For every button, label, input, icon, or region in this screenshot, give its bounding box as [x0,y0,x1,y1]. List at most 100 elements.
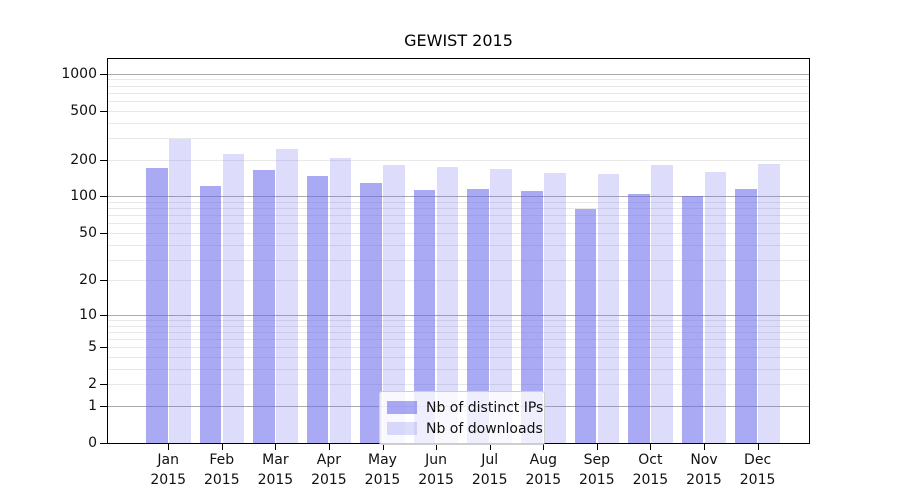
x-tick-sublabel-mar: 2015 [257,472,294,488]
x-tick-sublabel-nov: 2015 [686,472,722,488]
x-tick-sublabel-apr: 2015 [311,472,347,488]
bar-downloads-sep [597,173,620,443]
y-tick-label-200: 200 [70,151,97,168]
bar-downloads-jul [490,168,512,443]
y-tick-label-0: 0 [88,435,97,451]
y-tick-50 [100,232,107,234]
x-tick-sublabel-dec: 2015 [739,472,776,488]
bar-downloads-jan [169,138,191,443]
bar-downloads-feb [222,153,244,443]
gridline-minor-30 [108,259,809,261]
x-tick-label-apr: Apr 2015 [299,450,359,490]
bar-distinct-ips-mar [253,169,275,443]
gridline-minor-6 [108,339,809,340]
x-tick-apr [328,443,330,450]
bar-downloads-mar [276,149,298,443]
gridline-minor-900 [108,79,809,81]
bar-distinct-ips-jan [146,168,168,443]
legend-label-distinct-ips: Nb of distinct IPs [426,399,544,416]
x-tick-dec [757,443,759,450]
y-tick-2 [100,384,107,386]
y-tick-label-5: 5 [88,339,97,356]
legend-item-distinct-ips: Nb of distinct IPs [387,397,543,418]
y-tick-500 [100,110,107,112]
x-tick-aug [543,443,545,450]
gridline-major-1000 [108,73,809,75]
bar-distinct-ips-aug [521,191,543,443]
chart-title: GEWIST 2015 [404,31,513,50]
gridline-minor-2 [108,384,809,386]
legend-label-downloads: Nb of downloads [426,420,543,437]
x-tick-sublabel-jul: 2015 [471,472,508,488]
x-tick-label-nov: Nov 2015 [674,450,734,490]
legend: Nb of distinct IPs Nb of downloads [379,391,545,445]
bar-downloads-aug [544,172,566,443]
x-tick-sublabel-sep: 2015 [578,472,615,488]
gridline-minor-7 [108,331,809,333]
y-tick-label-1000: 1000 [61,65,97,82]
gridline-major-10 [108,314,809,316]
gridline-minor-3 [108,368,809,370]
x-tick-label-jun: Jun 2015 [406,450,466,490]
gridline-minor-40 [108,244,809,246]
gridline-minor-50 [108,232,809,234]
bar-distinct-ips-dec [735,189,757,443]
bar-distinct-ips-apr [306,176,329,443]
bar-distinct-ips-may [360,182,382,443]
x-tick-nov [704,443,705,450]
bar-distinct-ips-feb [199,186,221,443]
x-tick-sublabel-oct: 2015 [632,472,669,488]
x-tick-label-sep: Sep 2015 [567,450,627,490]
x-tick-label-jan: Jan 2015 [138,450,198,490]
y-tick-100 [100,196,107,198]
bar-downloads-oct [651,164,673,443]
gridline-minor-70 [108,215,809,217]
x-tick-sublabel-feb: 2015 [203,472,240,488]
legend-swatch-downloads [387,422,417,435]
y-tick-label-100: 100 [70,188,97,205]
x-tick-label-mar: Mar 2015 [245,450,305,490]
x-tick-feb [221,443,223,450]
gridline-minor-20 [108,280,809,282]
x-tick-sublabel-aug: 2015 [525,472,562,488]
plot-area: Nb of distinct IPs Nb of downloads [107,58,810,445]
x-tick-label-jul: Jul 2015 [460,450,520,490]
y-tick-label-20: 20 [79,272,97,289]
x-tick-jun [436,443,438,450]
y-tick-label-50: 50 [79,224,97,241]
bar-distinct-ips-sep [574,208,597,443]
gridline-minor-80 [108,208,809,210]
bar-distinct-ips-jul [467,188,489,443]
gridline-minor-4 [108,357,809,358]
y-tick-label-2: 2 [88,376,97,393]
x-tick-jan [168,443,170,450]
y-tick-200 [100,159,107,161]
x-tick-label-may: May 2015 [353,450,413,490]
x-tick-may [382,443,384,450]
gridline-minor-500 [108,110,809,112]
x-tick-label-dec: Dec 2015 [728,450,788,490]
y-tick-0 [100,443,107,444]
bar-downloads-apr [329,158,352,443]
gridline-minor-90 [108,202,809,203]
x-tick-sep [596,443,598,450]
gridline-minor-9 [108,320,809,321]
bar-downloads-jun [436,167,459,443]
bar-distinct-ips-oct [628,194,650,443]
y-tick-10 [100,314,107,316]
y-tick-label-10: 10 [79,306,97,323]
bar-distinct-ips-nov [681,196,704,443]
gridline-minor-300 [108,138,809,139]
gridline-minor-60 [108,223,809,225]
gridline-minor-800 [108,85,809,87]
gridline-major-100 [108,196,809,198]
bar-distinct-ips-jun [413,190,436,443]
x-tick-label-feb: Feb 2015 [192,450,252,490]
x-tick-jul [489,443,491,450]
legend-swatch-distinct-ips [387,401,417,414]
gridline-minor-400 [108,122,809,124]
x-tick-label-oct: Oct 2015 [620,450,680,490]
bar-downloads-dec [758,164,780,443]
y-tick-1 [100,406,107,407]
